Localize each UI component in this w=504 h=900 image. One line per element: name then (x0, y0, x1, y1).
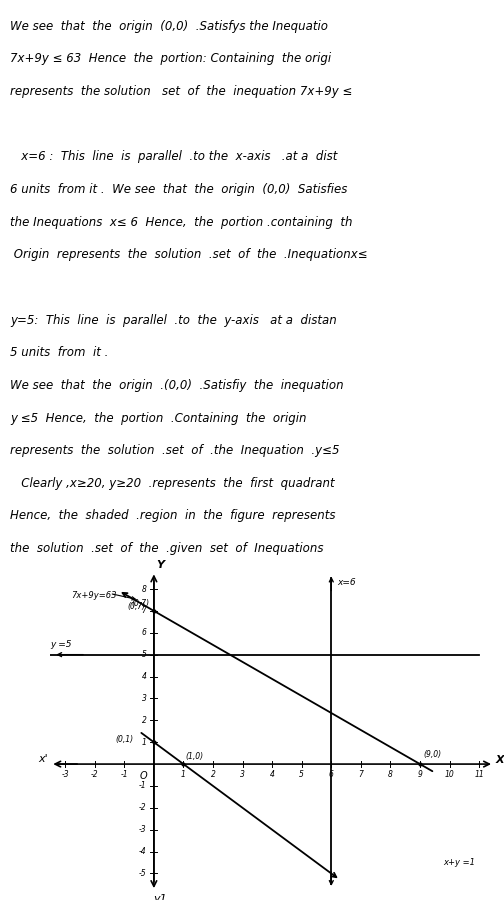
Text: 8: 8 (388, 770, 393, 779)
Text: -3: -3 (139, 825, 147, 834)
Text: 6: 6 (329, 770, 334, 779)
Text: represents  the solution   set  of  the  inequation 7x+9y ≤: represents the solution set of the inequ… (10, 85, 352, 98)
Text: 5 units  from  it .: 5 units from it . (10, 346, 108, 359)
Text: (0,1): (0,1) (115, 735, 134, 744)
Text: 3: 3 (240, 770, 245, 779)
Text: y1: y1 (153, 895, 167, 900)
Text: Origin  represents  the  solution  .set  of  the  .Inequationx≤: Origin represents the solution .set of t… (10, 248, 368, 261)
Text: (0,7): (0,7) (128, 602, 145, 611)
Text: 11: 11 (474, 770, 484, 779)
Text: 7: 7 (358, 770, 363, 779)
Text: 7x+9y=63: 7x+9y=63 (71, 591, 116, 600)
Text: x=6 :  This  line  is  parallel  .to the  x-axis   .at a  dist: x=6 : This line is parallel .to the x-ax… (10, 150, 338, 163)
Text: y =5: y =5 (50, 640, 72, 649)
Text: X: X (495, 755, 504, 765)
Text: 5: 5 (299, 770, 304, 779)
Text: 7x+9y ≤ 63  Hence  the  portion: Containing  the origi: 7x+9y ≤ 63 Hence the portion: Containing… (10, 52, 331, 66)
Text: 6 units  from it .  We see  that  the  origin  (0,0)  Satisfies: 6 units from it . We see that the origin… (10, 183, 347, 196)
Text: 4: 4 (142, 672, 147, 681)
Text: 8: 8 (142, 584, 147, 593)
Text: 1: 1 (181, 770, 186, 779)
Text: 2: 2 (142, 716, 147, 724)
Text: Hence,  the  shaded  .region  in  the  figure  represents: Hence, the shaded .region in the figure … (10, 509, 336, 523)
Text: Y: Y (156, 561, 164, 571)
Text: x=6: x=6 (337, 578, 356, 587)
Text: the  solution  .set  of  the  .given  set  of  Inequations: the solution .set of the .given set of I… (10, 542, 324, 555)
Text: 7: 7 (142, 607, 147, 616)
Text: 2: 2 (211, 770, 216, 779)
Text: 4: 4 (270, 770, 275, 779)
Text: (0,7): (0,7) (132, 598, 150, 608)
Text: represents  the  solution  .set  of  .the  Inequation  .y≤5: represents the solution .set of .the Ine… (10, 445, 340, 457)
Text: -3: -3 (61, 770, 69, 779)
Text: -4: -4 (139, 847, 147, 856)
Text: -1: -1 (120, 770, 128, 779)
Text: x': x' (38, 753, 47, 763)
Text: y=5:  This  line  is  parallel  .to  the  y-axis   at a  distan: y=5: This line is parallel .to the y-axi… (10, 313, 337, 327)
Text: -5: -5 (139, 869, 147, 878)
Text: x+y =1: x+y =1 (444, 858, 476, 867)
Text: O: O (140, 771, 147, 781)
Text: 6: 6 (142, 628, 147, 637)
Text: Clearly ,x≥20, y≥20  .represents  the  first  quadrant: Clearly ,x≥20, y≥20 .represents the firs… (10, 477, 335, 490)
Text: 1: 1 (142, 738, 147, 747)
Text: -2: -2 (139, 804, 147, 813)
Text: the Inequations  x≤ 6  Hence,  the  portion .containing  th: the Inequations x≤ 6 Hence, the portion … (10, 216, 353, 229)
Text: 3: 3 (142, 694, 147, 703)
Text: -2: -2 (91, 770, 99, 779)
Text: 9: 9 (417, 770, 422, 779)
Text: 10: 10 (445, 770, 455, 779)
Text: 5: 5 (142, 650, 147, 659)
Text: (9,0): (9,0) (423, 750, 441, 759)
Text: -1: -1 (139, 781, 147, 790)
Text: We see  that  the  origin  .(0,0)  .Satisfiy  the  inequation: We see that the origin .(0,0) .Satisfiy … (10, 379, 344, 392)
Text: We see  that  the  origin  (0,0)  .Satisfys the Inequatio: We see that the origin (0,0) .Satisfys t… (10, 20, 328, 32)
Text: (1,0): (1,0) (185, 752, 203, 760)
Text: y ≤5  Hence,  the  portion  .Containing  the  origin: y ≤5 Hence, the portion .Containing the … (10, 411, 306, 425)
